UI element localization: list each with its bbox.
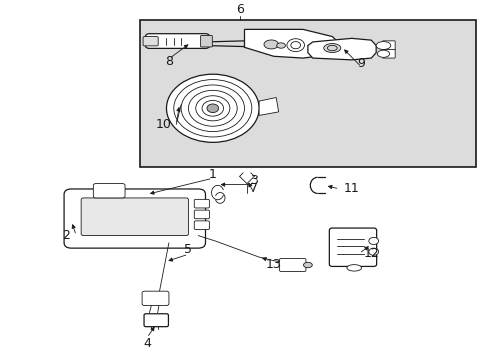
FancyBboxPatch shape <box>93 184 125 198</box>
FancyBboxPatch shape <box>194 221 209 229</box>
FancyBboxPatch shape <box>143 37 158 46</box>
Circle shape <box>206 104 218 113</box>
FancyBboxPatch shape <box>194 210 209 219</box>
Ellipse shape <box>377 50 389 57</box>
FancyBboxPatch shape <box>329 228 376 266</box>
Ellipse shape <box>264 40 278 49</box>
Ellipse shape <box>276 43 285 48</box>
Ellipse shape <box>303 262 312 268</box>
Ellipse shape <box>375 41 390 49</box>
Circle shape <box>368 248 378 255</box>
Text: 3: 3 <box>250 174 258 186</box>
Polygon shape <box>244 30 341 58</box>
Text: 10: 10 <box>156 118 172 131</box>
Text: 2: 2 <box>62 229 70 242</box>
FancyBboxPatch shape <box>145 34 209 48</box>
Text: 1: 1 <box>208 168 216 181</box>
Polygon shape <box>307 39 375 60</box>
FancyBboxPatch shape <box>279 258 305 271</box>
Text: 11: 11 <box>343 183 359 195</box>
Text: 9: 9 <box>357 57 365 70</box>
Circle shape <box>290 41 300 49</box>
Text: 7: 7 <box>250 183 258 195</box>
Text: 4: 4 <box>143 337 151 350</box>
FancyBboxPatch shape <box>200 36 212 47</box>
Text: 12: 12 <box>363 247 378 260</box>
Circle shape <box>368 237 378 244</box>
Ellipse shape <box>323 44 340 53</box>
FancyBboxPatch shape <box>142 291 168 306</box>
FancyBboxPatch shape <box>194 199 209 208</box>
Text: 6: 6 <box>235 3 243 16</box>
Ellipse shape <box>346 265 361 271</box>
FancyBboxPatch shape <box>81 198 188 235</box>
Text: 13: 13 <box>265 258 281 271</box>
Circle shape <box>286 39 304 51</box>
Text: 5: 5 <box>184 243 192 256</box>
FancyBboxPatch shape <box>382 49 394 58</box>
Text: 8: 8 <box>164 55 173 68</box>
FancyBboxPatch shape <box>382 41 394 50</box>
Bar <box>140 21 475 167</box>
FancyBboxPatch shape <box>64 189 205 248</box>
Polygon shape <box>259 98 278 116</box>
Circle shape <box>166 74 259 142</box>
Ellipse shape <box>327 45 336 51</box>
FancyBboxPatch shape <box>144 314 168 327</box>
